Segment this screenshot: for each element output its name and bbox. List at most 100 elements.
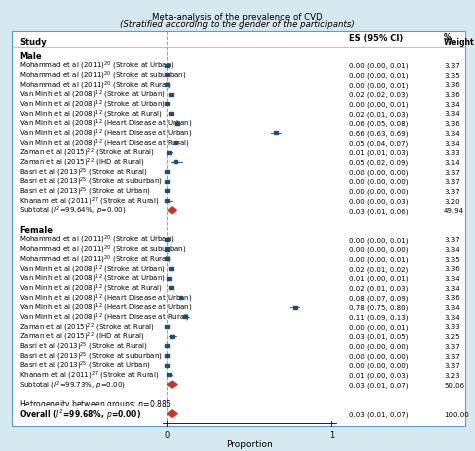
- Text: %: %: [444, 33, 452, 42]
- Text: Mohammad et al (2011)$^{20}$ (Stroke at Urban): Mohammad et al (2011)$^{20}$ (Stroke at …: [19, 60, 175, 72]
- Text: Mohammad et al (2011)$^{20}$ (Stroke at Urban): Mohammad et al (2011)$^{20}$ (Stroke at …: [19, 234, 175, 246]
- Bar: [183, 316, 187, 319]
- Text: 3.36: 3.36: [444, 121, 460, 127]
- Text: Overall ($I^2$=99.68%, $p$=0.00): Overall ($I^2$=99.68%, $p$=0.00): [19, 408, 122, 420]
- Text: 3.37: 3.37: [444, 63, 460, 69]
- Text: 0.00 (0.00, 0.01): 0.00 (0.00, 0.01): [349, 63, 408, 69]
- Text: 3.14: 3.14: [444, 160, 460, 166]
- Text: Zaman et al (2015)$^{22}$ (IHD at Rural): Zaman et al (2015)$^{22}$ (IHD at Rural): [19, 330, 145, 343]
- Bar: [165, 238, 169, 241]
- Text: Van Minh et al (2008)$^{12}$ (Stroke at Rural): Van Minh et al (2008)$^{12}$ (Stroke at …: [19, 108, 163, 120]
- Text: 0.00 (0.00, 0.01): 0.00 (0.00, 0.01): [349, 323, 408, 330]
- Text: ES (95% CI): ES (95% CI): [349, 34, 403, 43]
- Text: Basri et al (2013)$^{25}$ (Stroke at suburban): Basri et al (2013)$^{25}$ (Stroke at sub…: [19, 350, 162, 362]
- Bar: [169, 267, 172, 270]
- Text: 3.37: 3.37: [444, 169, 460, 175]
- Text: 0.00 (0.00, 0.01): 0.00 (0.00, 0.01): [349, 82, 408, 88]
- Text: Zaman et al (2015)$^{22}$ (Stroke at Rural): Zaman et al (2015)$^{22}$ (Stroke at Rur…: [19, 321, 155, 333]
- Text: 3.33: 3.33: [444, 324, 460, 330]
- Text: 0.02 (0.01, 0.03): 0.02 (0.01, 0.03): [349, 285, 408, 291]
- Bar: [165, 200, 169, 202]
- Text: Van Minh et al (2008)$^{12}$ (Stroke at Urban): Van Minh et al (2008)$^{12}$ (Stroke at …: [19, 262, 166, 275]
- Text: Basri et al (2013)$^{25}$ (Stroke at suburban): Basri et al (2013)$^{25}$ (Stroke at sub…: [19, 176, 162, 188]
- Text: 3.33: 3.33: [444, 150, 460, 156]
- Text: 3.34: 3.34: [444, 304, 460, 310]
- Text: 0.66 (0.63, 0.69): 0.66 (0.63, 0.69): [349, 130, 408, 137]
- Text: 0.00 (0.00, 0.00): 0.00 (0.00, 0.00): [349, 179, 408, 185]
- Text: 3.23: 3.23: [444, 372, 460, 378]
- Bar: [165, 170, 169, 174]
- Text: 3.25: 3.25: [444, 333, 460, 340]
- Text: 3.35: 3.35: [444, 73, 460, 78]
- Text: 3.37: 3.37: [444, 189, 460, 194]
- Text: 3.20: 3.20: [444, 198, 460, 204]
- Text: 0.00 (0.00, 0.01): 0.00 (0.00, 0.01): [349, 72, 408, 79]
- FancyBboxPatch shape: [12, 32, 465, 426]
- Text: 3.34: 3.34: [444, 276, 460, 281]
- Text: 0.05 (0.02, 0.09): 0.05 (0.02, 0.09): [349, 159, 408, 166]
- Bar: [165, 84, 169, 87]
- Text: Hetrogeneity between groups: $p$=0.885: Hetrogeneity between groups: $p$=0.885: [19, 397, 172, 410]
- Text: Study: Study: [19, 38, 47, 47]
- Bar: [165, 180, 169, 184]
- Bar: [169, 286, 172, 290]
- Text: 0.03 (0.01, 0.05): 0.03 (0.01, 0.05): [349, 333, 408, 340]
- Polygon shape: [168, 207, 176, 214]
- Text: 3.36: 3.36: [444, 266, 460, 272]
- Text: 3.37: 3.37: [444, 237, 460, 243]
- Text: 3.35: 3.35: [444, 256, 460, 262]
- Text: Van Minh et al (2008)$^{12}$ (Heart Disease at Urban): Van Minh et al (2008)$^{12}$ (Heart Dise…: [19, 127, 192, 140]
- Text: 0.01 (0.00, 0.01): 0.01 (0.00, 0.01): [349, 275, 408, 282]
- Text: 3.37: 3.37: [444, 179, 460, 185]
- Bar: [165, 248, 169, 251]
- Text: Basri et al (2013)$^{25}$ (Stroke at Rural): Basri et al (2013)$^{25}$ (Stroke at Rur…: [19, 166, 148, 178]
- Text: Subtotal ($I^2$=99.73%, $p$=0.00): Subtotal ($I^2$=99.73%, $p$=0.00): [19, 378, 126, 391]
- Text: Mohammad et al (2011)$^{20}$ (Stroke at Rural): Mohammad et al (2011)$^{20}$ (Stroke at …: [19, 79, 172, 92]
- Text: Van Minh et al (2008)$^{12}$ (Stroke at Urban): Van Minh et al (2008)$^{12}$ (Stroke at …: [19, 272, 166, 285]
- Bar: [165, 364, 169, 367]
- Text: Basri et al (2013)$^{25}$ (Stroke at Urban): Basri et al (2013)$^{25}$ (Stroke at Urb…: [19, 185, 151, 198]
- Text: Van Minh et al (2008)$^{12}$ (Stroke at Urban): Van Minh et al (2008)$^{12}$ (Stroke at …: [19, 98, 166, 110]
- Text: 0.03 (0.01, 0.07): 0.03 (0.01, 0.07): [349, 410, 408, 417]
- Text: 3.37: 3.37: [444, 353, 460, 359]
- Text: 0.03 (0.01, 0.06): 0.03 (0.01, 0.06): [349, 207, 408, 214]
- Polygon shape: [167, 410, 177, 417]
- Text: 100.00: 100.00: [444, 411, 469, 417]
- Bar: [169, 113, 172, 116]
- Text: (Stratified according to the gender of the participants): (Stratified according to the gender of t…: [120, 20, 355, 29]
- Bar: [165, 354, 169, 357]
- Text: 49.94: 49.94: [444, 208, 464, 214]
- Text: 3.34: 3.34: [444, 140, 460, 146]
- Text: 0.00 (0.00, 0.00): 0.00 (0.00, 0.00): [349, 353, 408, 359]
- Polygon shape: [167, 382, 177, 388]
- Bar: [167, 373, 171, 377]
- Text: Basri et al (2013)$^{25}$ (Stroke at Urban): Basri et al (2013)$^{25}$ (Stroke at Urb…: [19, 359, 151, 372]
- Text: 0.00 (0.00, 0.00): 0.00 (0.00, 0.00): [349, 343, 408, 350]
- Text: Van Minh et al (2008)$^{12}$ (Heart Disease at Rural): Van Minh et al (2008)$^{12}$ (Heart Dise…: [19, 311, 190, 323]
- Text: 0.11 (0.09, 0.13): 0.11 (0.09, 0.13): [349, 314, 408, 320]
- Text: 0.00 (0.00, 0.01): 0.00 (0.00, 0.01): [349, 256, 408, 262]
- Text: 0.02 (0.02, 0.03): 0.02 (0.02, 0.03): [349, 92, 408, 98]
- Bar: [167, 277, 171, 280]
- Text: 3.34: 3.34: [444, 314, 460, 320]
- Text: Mohammad et al (2011)$^{20}$ (Stroke at Rural): Mohammad et al (2011)$^{20}$ (Stroke at …: [19, 253, 172, 265]
- Bar: [171, 335, 174, 338]
- Text: Van Minh et al (2008)$^{12}$ (Stroke at Rural): Van Minh et al (2008)$^{12}$ (Stroke at …: [19, 282, 163, 294]
- Text: 1: 1: [329, 430, 334, 439]
- Bar: [173, 142, 178, 145]
- Text: Meta-analysis of the prevalence of CVD: Meta-analysis of the prevalence of CVD: [152, 13, 323, 22]
- Bar: [165, 64, 169, 68]
- Bar: [165, 190, 169, 193]
- Text: 0: 0: [165, 430, 170, 439]
- Text: 0.00 (0.00, 0.00): 0.00 (0.00, 0.00): [349, 362, 408, 368]
- Bar: [175, 122, 179, 125]
- Text: 0.01 (0.01, 0.03): 0.01 (0.01, 0.03): [349, 150, 408, 156]
- Text: 0.03 (0.01, 0.07): 0.03 (0.01, 0.07): [349, 382, 408, 388]
- Text: 0.00 (0.00, 0.01): 0.00 (0.00, 0.01): [349, 101, 408, 108]
- Bar: [169, 93, 172, 97]
- Text: Female: Female: [19, 226, 53, 235]
- Bar: [173, 161, 178, 164]
- Text: 0.00 (0.00, 0.03): 0.00 (0.00, 0.03): [349, 198, 408, 204]
- Bar: [165, 325, 169, 328]
- Text: 3.36: 3.36: [444, 295, 460, 301]
